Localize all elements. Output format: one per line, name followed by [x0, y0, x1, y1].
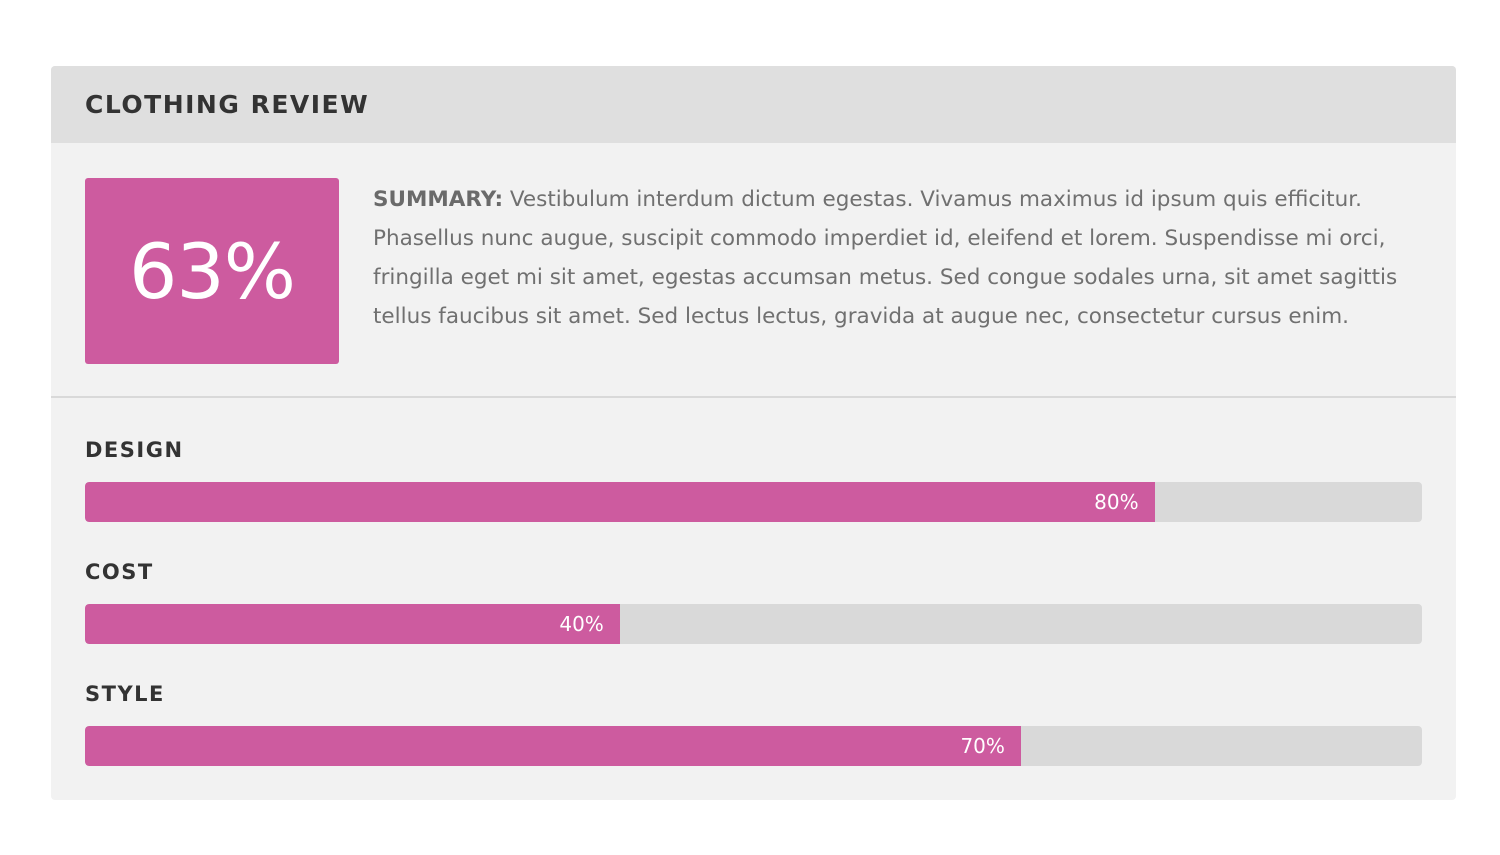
summary-body: Vestibulum interdum dictum egestas. Viva…: [373, 187, 1398, 329]
rating-bar-track: 40%: [85, 604, 1422, 644]
summary-label: SUMMARY:: [373, 187, 504, 212]
rating-bar-value: 70%: [960, 734, 1005, 758]
criterion-cost: COST 40%: [85, 540, 1422, 662]
rating-bar-value: 40%: [559, 612, 604, 636]
rating-bar-track: 70%: [85, 726, 1422, 766]
criterion-label: DESIGN: [85, 438, 184, 462]
review-box: CLOTHING REVIEW 63% SUMMARY: Vestibulum …: [51, 66, 1456, 800]
criterion-label: STYLE: [85, 682, 165, 706]
criteria-list: DESIGN 80% COST 40% STYLE 70%: [85, 418, 1422, 784]
rating-bar-fill: 80%: [85, 482, 1155, 522]
overall-score-badge: 63%: [85, 178, 339, 364]
rating-bar-value: 80%: [1094, 490, 1139, 514]
criterion-style: STYLE 70%: [85, 662, 1422, 784]
criterion-label: COST: [85, 560, 154, 584]
rating-bar-fill: 70%: [85, 726, 1021, 766]
review-header: CLOTHING REVIEW: [51, 66, 1456, 143]
review-title: CLOTHING REVIEW: [85, 90, 370, 119]
summary-section: 63% SUMMARY: Vestibulum interdum dictum …: [51, 143, 1456, 398]
summary-paragraph: SUMMARY: Vestibulum interdum dictum eges…: [373, 180, 1418, 336]
criterion-design: DESIGN 80%: [85, 418, 1422, 540]
rating-bar-fill: 40%: [85, 604, 620, 644]
rating-bar-track: 80%: [85, 482, 1422, 522]
